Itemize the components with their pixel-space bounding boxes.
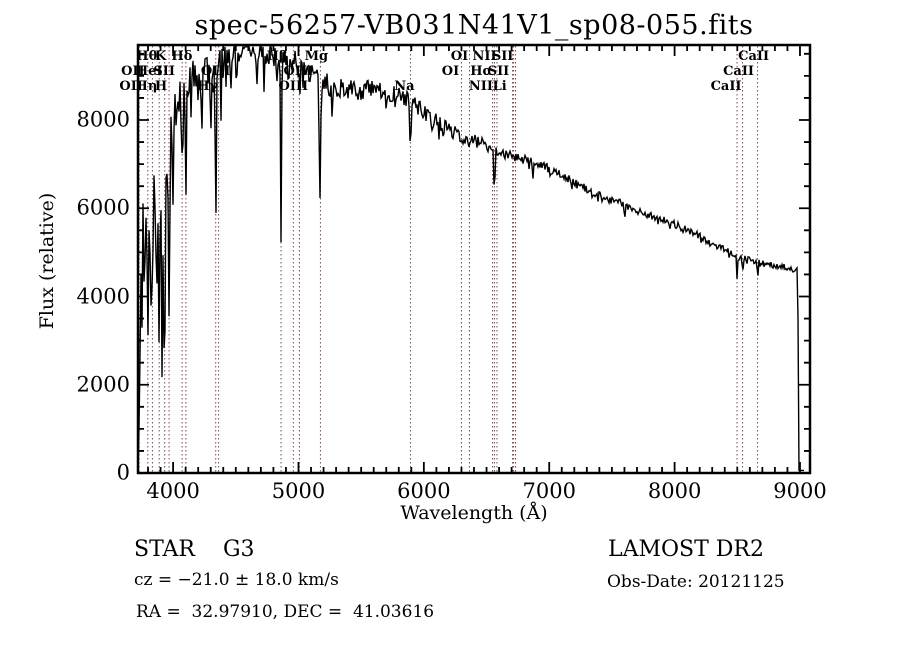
spectral-line-label: H	[154, 79, 168, 94]
spectral-line-label: CaII	[723, 64, 755, 79]
spectral-line-label: OI	[450, 49, 469, 64]
plot-title: spec-56257-VB031N41V1_sp08-055.fits	[194, 10, 754, 41]
spectral-line-label: Hθ	[136, 49, 158, 64]
spectral-line-label: Mg	[304, 49, 329, 64]
spectral-line-label: K	[155, 49, 167, 64]
spectral-line-label: OII	[119, 79, 143, 94]
spectral-line-label: SII	[491, 49, 514, 64]
spectral-line-label: Na	[394, 79, 415, 94]
survey-release-text: LAMOST DR2	[608, 537, 764, 562]
object-class-text: STAR G3	[134, 537, 255, 562]
y-axis-label: Flux (relative)	[36, 192, 58, 330]
x-tick-label: 5000	[271, 479, 326, 503]
axis-ticks	[138, 45, 810, 474]
spectral-line-label: Li	[492, 79, 507, 94]
spectral-line-label: HeI	[135, 64, 163, 79]
spectral-line-label: OI	[441, 64, 460, 79]
spectral-line-label: Hδ	[171, 49, 193, 64]
spectral-line-label: SII	[153, 64, 175, 79]
radial-velocity-text: cz = −21.0 ± 18.0 km/s	[134, 570, 339, 590]
spectral-line-label: OII	[121, 64, 145, 79]
spectral-line-label: CaII	[710, 79, 742, 94]
obs-date-text: Obs-Date: 20121125	[607, 572, 785, 592]
y-tick-label: 8000	[76, 107, 130, 132]
y-tick-label: 0	[116, 460, 130, 485]
x-axis-label: Wavelength (Å)	[400, 502, 548, 524]
spectral-line-label: OIII	[200, 64, 231, 79]
spectral-line-label: NII	[472, 49, 497, 64]
y-tick-label: 6000	[76, 195, 130, 220]
chart-frame	[136, 43, 812, 475]
x-tick-label: 9000	[773, 479, 827, 503]
spectral-line-label: CaII	[738, 49, 770, 64]
spectral-line-label: Hβ	[266, 49, 288, 64]
spectrum-flux-curve	[137, 44, 804, 472]
spectral-line-label: Hη	[135, 79, 158, 94]
y-tick-label: 2000	[76, 372, 130, 397]
spectral-line-label: Hα	[470, 64, 493, 79]
ra-dec-text: RA = 32.97910, DEC = 41.03616	[136, 602, 435, 622]
x-tick-label: 8000	[647, 479, 702, 503]
spectral-line-label: NII	[468, 79, 493, 94]
x-tick-label: 6000	[397, 479, 451, 503]
spectral-line-label: SII	[487, 64, 510, 79]
x-tick-label: 4000	[146, 479, 200, 503]
spectral-line-label: OIII	[283, 64, 314, 79]
y-tick-label: 4000	[76, 284, 130, 309]
spectral-line-label: OIII	[278, 79, 309, 94]
x-tick-label: 7000	[522, 479, 576, 503]
spectral-line-label: Hγ	[197, 79, 219, 94]
